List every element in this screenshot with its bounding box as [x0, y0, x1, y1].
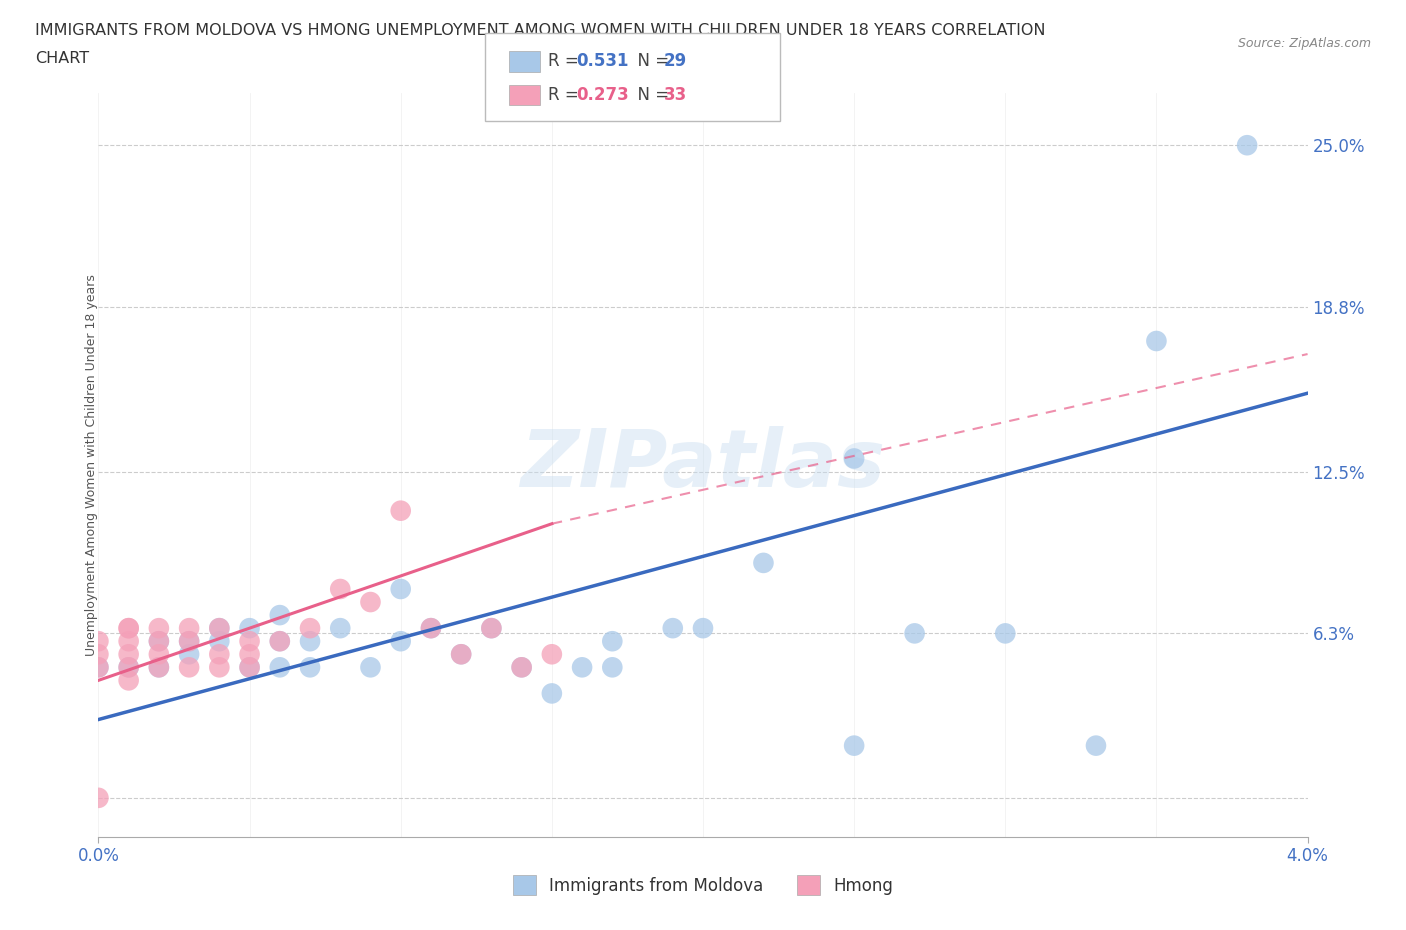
- Point: [1146, 334, 1168, 349]
- Point: [179, 633, 201, 648]
- Y-axis label: Unemployment Among Women with Children Under 18 years: Unemployment Among Women with Children U…: [84, 274, 98, 656]
- Point: [208, 620, 231, 635]
- Text: N =: N =: [627, 52, 675, 71]
- Point: [269, 633, 291, 648]
- Point: [148, 660, 170, 675]
- Text: CHART: CHART: [35, 51, 89, 66]
- Point: [179, 647, 201, 662]
- Point: [329, 581, 352, 596]
- Point: [420, 620, 443, 635]
- Point: [239, 660, 262, 675]
- Point: [510, 660, 533, 675]
- Text: 33: 33: [664, 86, 688, 104]
- Point: [118, 620, 141, 635]
- Point: [692, 620, 714, 635]
- Point: [239, 647, 262, 662]
- Point: [118, 660, 141, 675]
- Point: [148, 633, 170, 648]
- Point: [602, 660, 624, 675]
- Point: [269, 607, 291, 622]
- Point: [87, 647, 110, 662]
- Point: [269, 660, 291, 675]
- Text: 0.531: 0.531: [576, 52, 628, 71]
- Point: [510, 660, 533, 675]
- Point: [541, 686, 564, 701]
- Point: [844, 451, 866, 466]
- Point: [329, 620, 352, 635]
- Point: [87, 790, 110, 805]
- Point: [571, 660, 593, 675]
- Point: [87, 633, 110, 648]
- Point: [299, 660, 322, 675]
- Point: [87, 660, 110, 675]
- Point: [87, 660, 110, 675]
- Point: [148, 647, 170, 662]
- Point: [541, 647, 564, 662]
- Point: [360, 594, 382, 609]
- Point: [179, 660, 201, 675]
- Point: [208, 620, 231, 635]
- Point: [844, 738, 866, 753]
- Point: [450, 647, 472, 662]
- Point: [299, 633, 322, 648]
- Text: Source: ZipAtlas.com: Source: ZipAtlas.com: [1237, 37, 1371, 50]
- Point: [752, 555, 775, 570]
- Point: [179, 633, 201, 648]
- Point: [118, 647, 141, 662]
- Point: [179, 620, 201, 635]
- Legend: Immigrants from Moldova, Hmong: Immigrants from Moldova, Hmong: [505, 867, 901, 903]
- Text: R =: R =: [548, 52, 585, 71]
- Point: [299, 620, 322, 635]
- Point: [662, 620, 685, 635]
- Text: 29: 29: [664, 52, 688, 71]
- Point: [208, 647, 231, 662]
- Point: [389, 503, 412, 518]
- Point: [118, 673, 141, 688]
- Point: [904, 626, 927, 641]
- Point: [1236, 138, 1258, 153]
- Point: [118, 660, 141, 675]
- Point: [389, 581, 412, 596]
- Point: [389, 633, 412, 648]
- Point: [239, 660, 262, 675]
- Point: [602, 633, 624, 648]
- Point: [148, 620, 170, 635]
- Point: [269, 633, 291, 648]
- Text: R =: R =: [548, 86, 585, 104]
- Point: [994, 626, 1017, 641]
- Point: [118, 633, 141, 648]
- Point: [420, 620, 443, 635]
- Point: [481, 620, 503, 635]
- Point: [208, 660, 231, 675]
- Text: N =: N =: [627, 86, 675, 104]
- Point: [1085, 738, 1108, 753]
- Text: ZIPatlas: ZIPatlas: [520, 426, 886, 504]
- Point: [148, 633, 170, 648]
- Point: [360, 660, 382, 675]
- Point: [239, 620, 262, 635]
- Point: [239, 633, 262, 648]
- Point: [118, 620, 141, 635]
- Point: [148, 660, 170, 675]
- Text: IMMIGRANTS FROM MOLDOVA VS HMONG UNEMPLOYMENT AMONG WOMEN WITH CHILDREN UNDER 18: IMMIGRANTS FROM MOLDOVA VS HMONG UNEMPLO…: [35, 23, 1046, 38]
- Text: 0.273: 0.273: [576, 86, 630, 104]
- Point: [481, 620, 503, 635]
- Point: [450, 647, 472, 662]
- Point: [208, 633, 231, 648]
